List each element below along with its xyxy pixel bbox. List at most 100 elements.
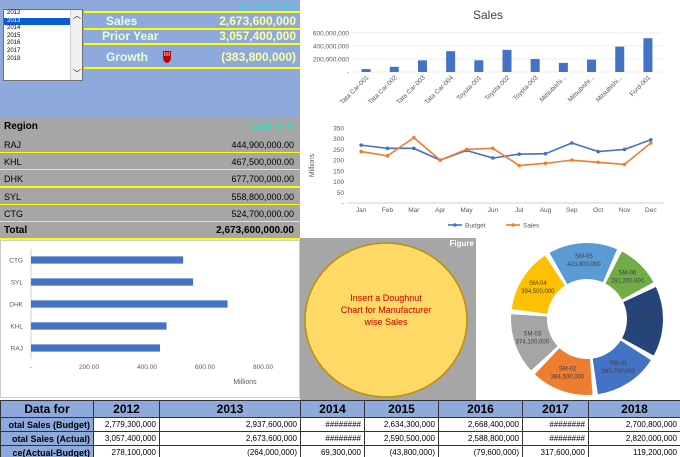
x-tick-label: Toyota-002 <box>484 74 512 102</box>
chevron-down-icon[interactable]: ﹀ <box>73 69 81 78</box>
prior-year-value: 3,057,400,000 <box>219 29 296 43</box>
placeholder-oval[interactable]: Insert a Doughnut Chart for Manufacturer… <box>300 238 476 400</box>
year-items: 2012 2013 2014 2015 2016 2017 2018 <box>4 10 82 63</box>
row-label: ce(Actual-Budget) <box>0 445 94 457</box>
salesman-doughnut-chart[interactable]: SM-05 423,800,000 SM-06 281,200,000 SM-07 SM-… <box>476 238 680 400</box>
x-tick-label: Apr <box>435 207 446 214</box>
year-header: 2018 <box>588 400 680 418</box>
sales-bar <box>446 51 456 72</box>
sales-bar <box>474 60 484 72</box>
table-cell: 2,820,000,000 <box>588 431 680 446</box>
sales-column-chart[interactable]: Sales - 200,000,000 400,000,000 600,000,000 T… <box>302 0 680 118</box>
region-value: 524,700,000.00 <box>231 208 294 219</box>
x-tick-label: Oct <box>593 207 603 214</box>
y-tick-label: KHL <box>10 324 23 331</box>
y-tick-label: 100 <box>333 179 344 186</box>
y-tick-label: CTG <box>9 258 23 265</box>
region-total-row: Total 2,673,600,000.00 <box>0 222 300 240</box>
region-name: DHK <box>4 174 24 185</box>
total-value: 2,673,600,000.00 <box>216 225 294 236</box>
table-cell: (264,000,000) <box>159 445 301 457</box>
x-tick-label: Sep <box>566 207 578 214</box>
region-header: Region Sales in mi <box>0 118 300 136</box>
sales-bar <box>558 62 568 72</box>
series-point <box>596 160 600 165</box>
sales-bar <box>587 59 597 72</box>
sales-bar <box>643 38 653 72</box>
x-tick-label: Nov <box>619 207 631 214</box>
series-point <box>570 141 574 145</box>
region-row: DHK 677,700,000.00 <box>0 170 300 189</box>
sales-bar <box>417 60 427 72</box>
divider <box>0 152 300 154</box>
y-axis-label: Millions <box>309 153 316 177</box>
series-point <box>464 147 469 152</box>
table-cell: 2,937,600,000 <box>159 417 301 432</box>
region-bar-chart[interactable]: - 200.00 400.00 600.00 800.00 CTG SYL DHK KHL RAJ… <box>0 240 300 398</box>
year-header: 2012 <box>93 400 160 418</box>
table-row: ce(Actual-Budget) 278,100,000 (264,000,000… <box>0 445 680 457</box>
doughnut-placeholder-panel: Figure Insert a Doughnut Chart for Manuf… <box>300 238 476 400</box>
kpi-panel: Figures in mi Sales 2,673,600,000 Prior … <box>0 0 300 118</box>
year-option[interactable]: 2018 <box>7 55 21 62</box>
series-point <box>412 135 416 140</box>
year-option[interactable]: 2016 <box>7 40 21 47</box>
region-row: RAJ 444,900,000.00 <box>0 136 300 154</box>
listbox-scrollbar[interactable]: ︿ ﹀ <box>70 10 82 80</box>
x-tick-label: 600.00 <box>195 364 215 371</box>
series-point <box>385 146 390 151</box>
slice-label-name: SM-05 <box>575 254 593 260</box>
placeholder-text-line-2: Chart for Manufacturer <box>341 305 432 315</box>
x-tick-label: May <box>460 207 473 214</box>
region-name: RAJ <box>4 140 22 150</box>
year-option[interactable]: 2015 <box>7 32 21 39</box>
table-row: otal Sales (Budget) 2,779,300,000 2,937,60… <box>0 417 680 432</box>
x-tick-label: Aug <box>540 207 552 214</box>
year-listbox[interactable]: 2012 2013 2014 2015 2016 2017 2018 ︿ ﹀ <box>3 9 83 81</box>
doughnut-slice <box>605 251 654 300</box>
table-cell: ######## <box>522 431 589 446</box>
sales-bar <box>389 66 399 72</box>
slice-label-name: SM-03 <box>523 331 541 337</box>
year-option[interactable]: 2017 <box>7 47 21 54</box>
chevron-up-icon[interactable]: ︿ <box>73 11 81 20</box>
region-value: 467,500,000.00 <box>231 157 294 168</box>
x-tick-label: Mitsubishi... <box>567 74 596 103</box>
table-cell: 3,057,400,000 <box>93 431 160 446</box>
slice-label-name: SM-07 <box>636 314 654 320</box>
x-tick-label: Toyota-001 <box>456 74 484 102</box>
placeholder-text-line-3: wise Sales <box>363 317 408 327</box>
table-cell: 317,600,000 <box>522 445 589 457</box>
data-for-header: Data for <box>0 400 94 418</box>
y-tick-label: 50 <box>337 190 345 197</box>
budget-vs-sales-line-chart[interactable]: - 50 100 150 200 250 300 350 Millions Jan Feb Mar Ap… <box>302 120 680 238</box>
series-point <box>491 156 495 160</box>
x-axis-label: Millions <box>233 379 257 386</box>
region-note: Sales in mi <box>249 121 294 131</box>
region-bar <box>31 256 184 264</box>
region-value: 558,800,000.00 <box>231 191 294 202</box>
y-tick-label: 400,000,000 <box>313 44 350 51</box>
doughnut-slice <box>511 314 558 371</box>
y-tick-label: 250 <box>333 147 344 154</box>
yearly-summary-table: Data for 2012 2013 2014 2015 2016 2017 2018 otal… <box>0 400 680 457</box>
series-point <box>649 141 653 145</box>
year-option[interactable]: 2014 <box>7 25 21 32</box>
series-point <box>412 146 416 151</box>
region-name: KHL <box>4 157 22 168</box>
year-option[interactable]: 2012 <box>7 10 21 16</box>
region-row: KHL 467,500,000.00 <box>0 153 300 172</box>
y-tick-label: SYL <box>11 280 24 287</box>
region-bar <box>31 300 228 308</box>
year-option[interactable]: 2013 <box>4 17 82 26</box>
divider <box>0 220 300 223</box>
legend-marker <box>511 223 515 227</box>
series-point <box>543 161 548 166</box>
x-tick-label: Toyota-003 <box>512 74 540 102</box>
row-label: otal Sales (Actual) <box>0 431 94 446</box>
series-point <box>385 154 390 158</box>
table-cell: 2,590,500,000 <box>364 431 439 446</box>
growth-kpi: Growth (383,800,000) <box>76 50 300 64</box>
x-tick-label: Ford-001 <box>629 74 653 98</box>
divider <box>84 67 300 69</box>
